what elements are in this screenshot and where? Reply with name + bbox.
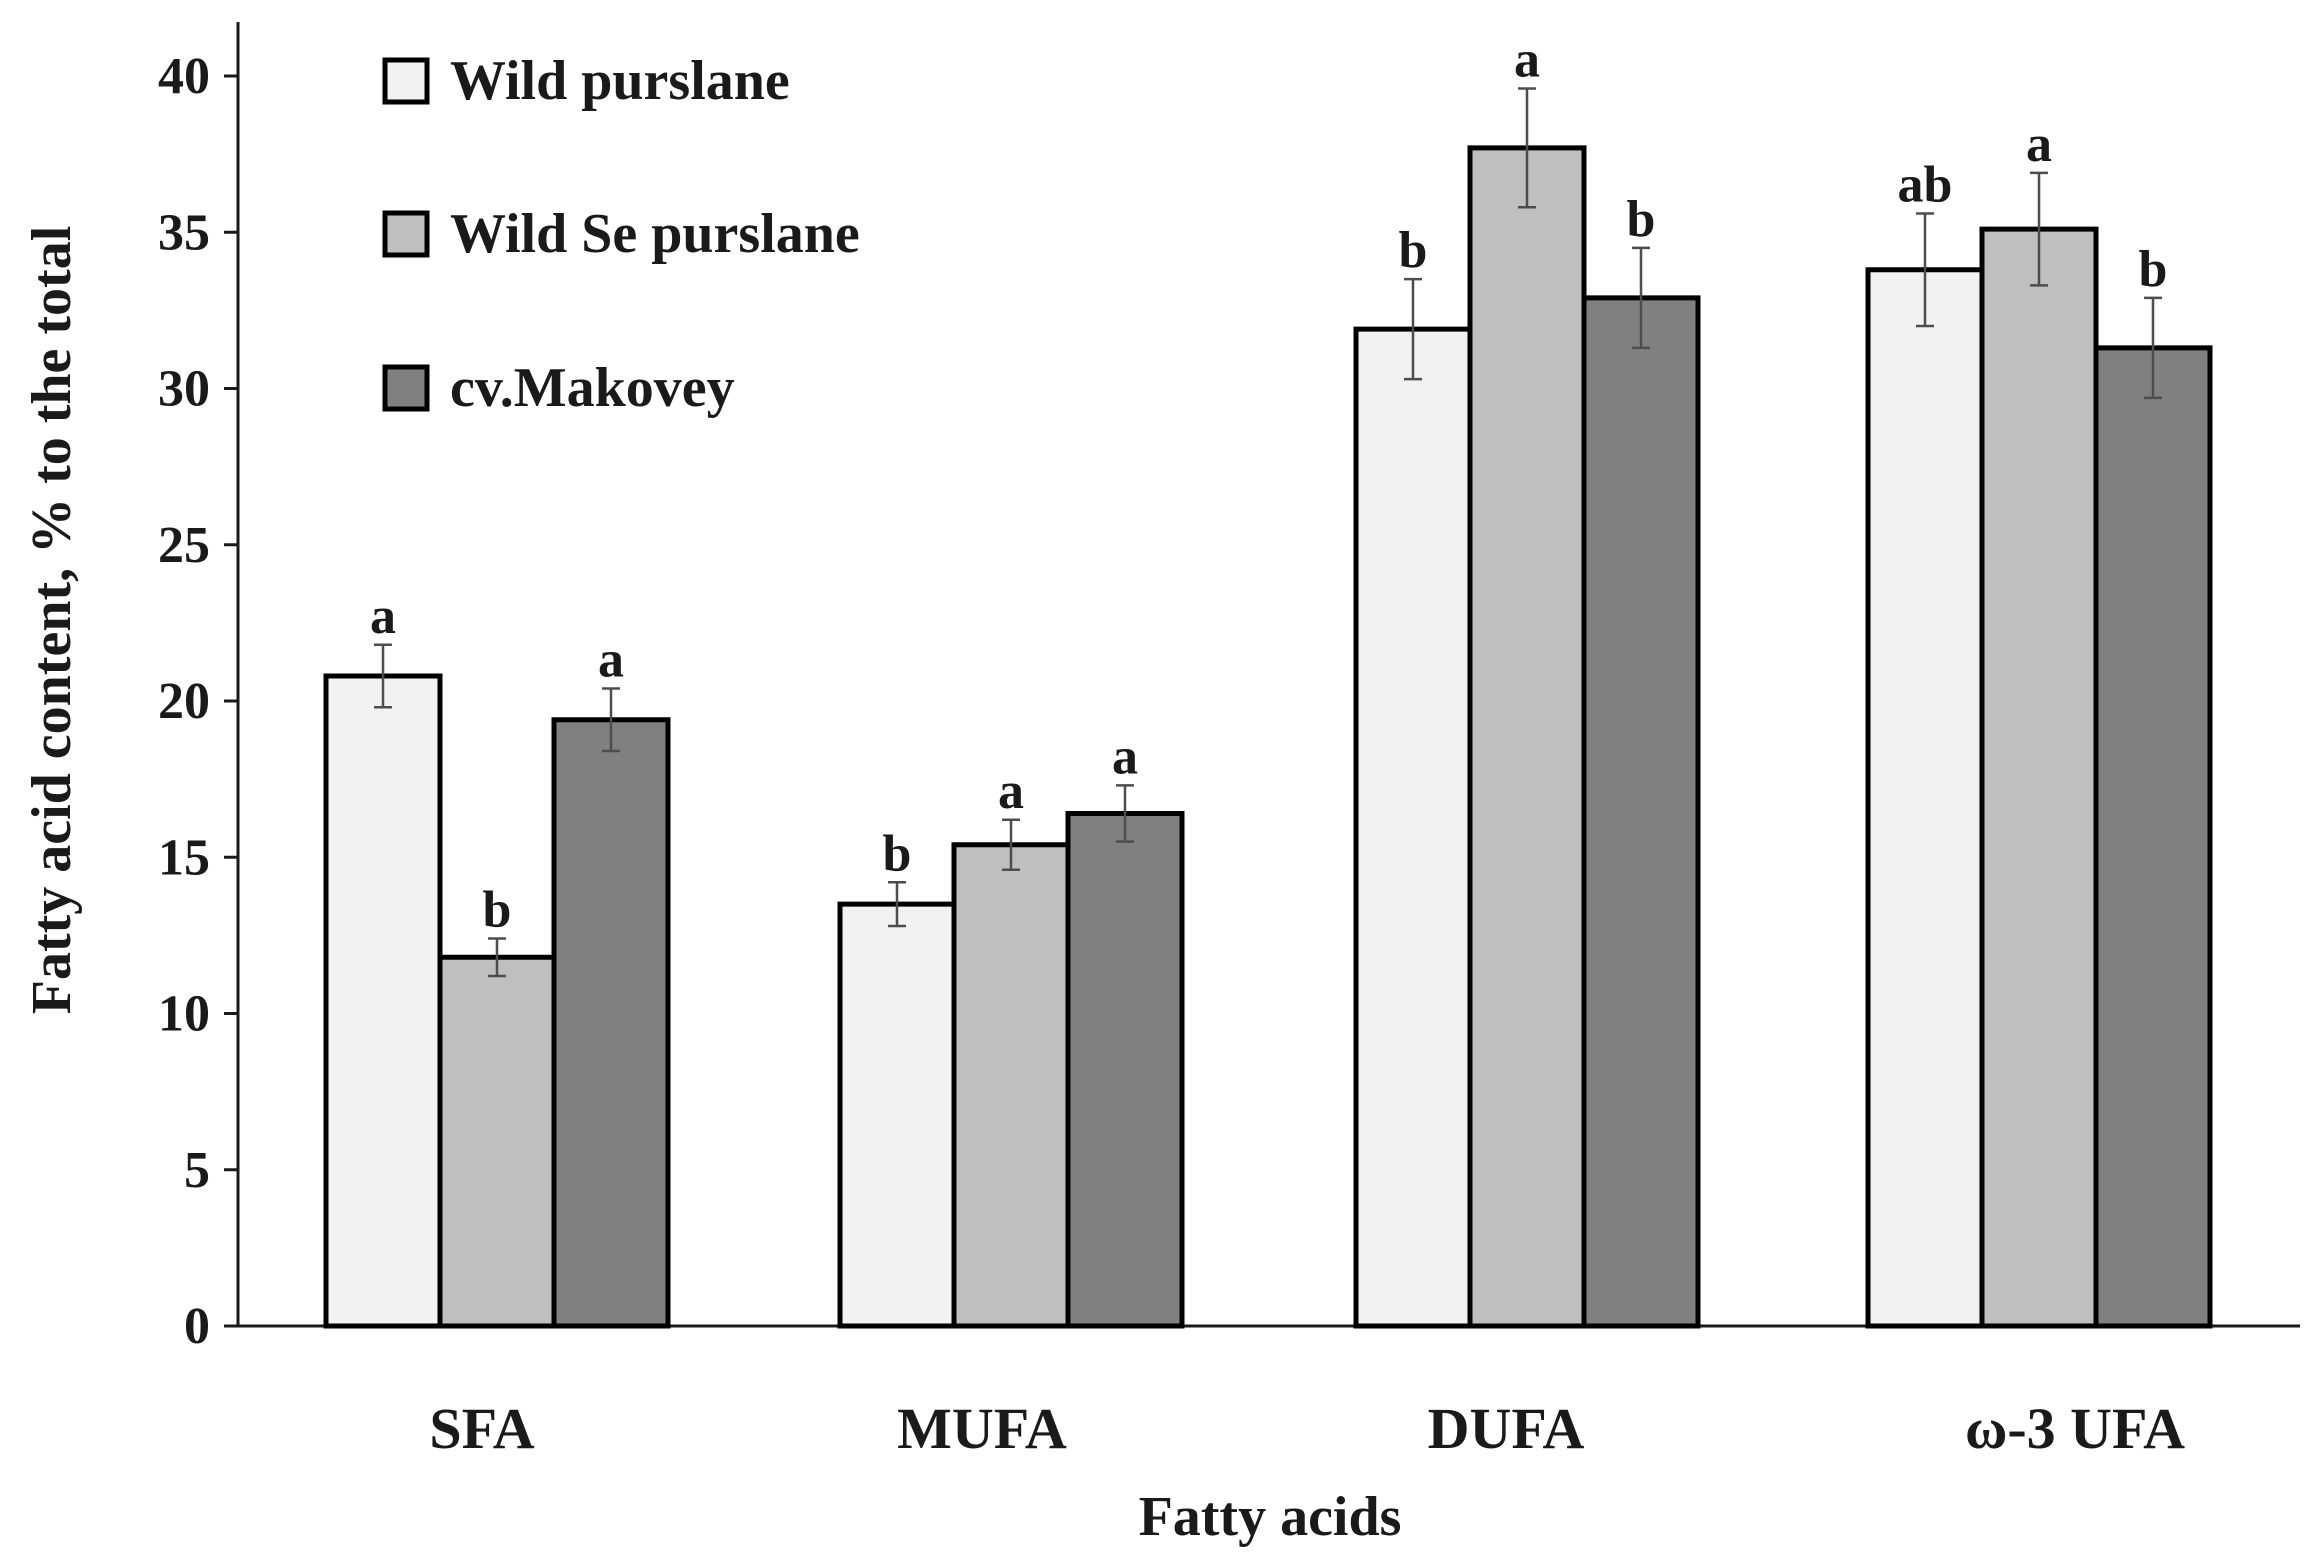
y-tick-label: 25 (158, 517, 210, 574)
bar (437, 954, 557, 1329)
x-tick-label: SFA (429, 1396, 534, 1461)
x-tick-label: ω-3 UFA (1965, 1396, 2185, 1461)
y-tick-label: 35 (158, 204, 210, 261)
significance-label: b (1627, 191, 1656, 248)
x-tick-label: MUFA (897, 1396, 1067, 1461)
bar (951, 842, 1071, 1329)
bar (2093, 345, 2213, 1329)
x-axis-title: Fatty acids (1139, 1486, 1402, 1548)
significance-label: a (1514, 32, 1540, 89)
significance-label: a (1112, 728, 1138, 785)
significance-label: b (883, 825, 912, 882)
y-tick-label: 15 (158, 829, 210, 886)
significance-label: a (370, 588, 396, 645)
y-tick-label: 20 (158, 673, 210, 730)
bar (1979, 226, 2099, 1329)
bar (837, 901, 957, 1329)
legend-swatch (382, 210, 430, 258)
y-tick-label: 0 (184, 1298, 210, 1355)
legend-swatch (382, 57, 430, 105)
y-tick-label: 40 (158, 48, 210, 105)
significance-label: a (2026, 116, 2052, 173)
y-axis-title: Fatty acid content, % to the total (21, 226, 83, 1015)
bar (1581, 295, 1701, 1329)
significance-label: ab (1898, 157, 1953, 214)
y-tick-label: 5 (184, 1142, 210, 1199)
significance-label: b (2139, 241, 2168, 298)
x-tick-label: DUFA (1428, 1396, 1585, 1461)
bar (1865, 267, 1985, 1329)
y-tick-label: 30 (158, 361, 210, 418)
legend-swatch (382, 364, 430, 412)
legend-label: cv.Makovey (450, 357, 735, 419)
bar (1353, 326, 1473, 1329)
significance-label: a (998, 763, 1024, 820)
y-tick-label: 10 (158, 986, 210, 1043)
bar (1065, 811, 1185, 1329)
legend-label: Wild Se purslane (450, 203, 860, 265)
bar (323, 673, 443, 1329)
significance-label: b (1399, 222, 1428, 279)
significance-label: b (483, 882, 512, 939)
legend: Wild purslane Wild Se purslane cv.Makovey (382, 50, 860, 419)
legend-label: Wild purslane (450, 50, 790, 112)
significance-label: a (598, 632, 624, 689)
bar (551, 717, 671, 1329)
bar (1467, 145, 1587, 1329)
